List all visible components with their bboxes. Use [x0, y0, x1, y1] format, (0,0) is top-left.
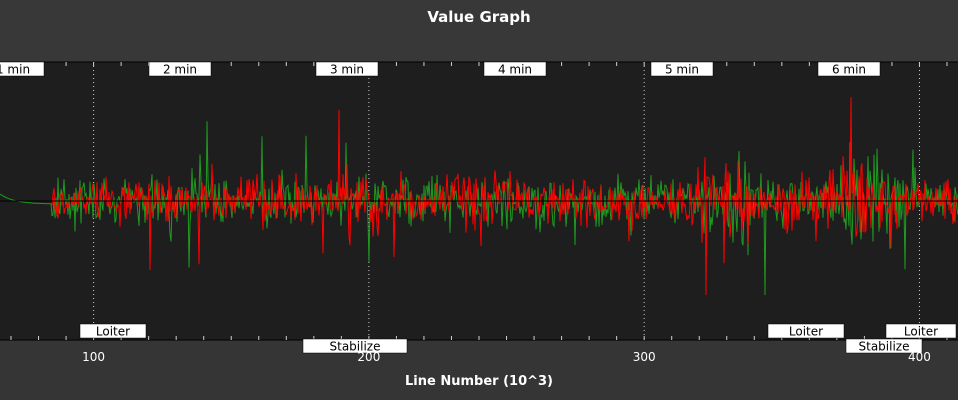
x-tick-label: 200 [357, 350, 380, 364]
chart-title: Value Graph [427, 8, 531, 26]
time-marker: 2 min [148, 61, 212, 77]
mode-marker: Stabilize [302, 338, 408, 354]
series-line [51, 97, 958, 296]
mode-marker: Loiter [767, 323, 845, 339]
mode-marker-label: Stabilize [859, 340, 910, 354]
mode-marker-box [767, 323, 845, 339]
time-marker-box [148, 61, 212, 77]
mode-marker-box [302, 338, 408, 354]
mode-marker: Loiter [885, 323, 957, 339]
time-marker: 4 min [483, 61, 547, 77]
x-tick-label: 300 [633, 350, 656, 364]
time-marker-label: 2 min [163, 63, 197, 77]
time-marker-label: 1 min [0, 63, 30, 77]
x-tick-label: 400 [908, 350, 931, 364]
time-marker-label: 6 min [832, 63, 866, 77]
time-marker-label: 3 min [330, 63, 364, 77]
time-marker-box [483, 61, 547, 77]
mode-marker-label: Loiter [96, 325, 130, 339]
time-marker: 5 min [650, 61, 714, 77]
mode-marker-box [885, 323, 957, 339]
time-marker-box [0, 61, 45, 77]
mode-marker-label: Stabilize [330, 340, 381, 354]
time-marker-box [315, 61, 379, 77]
mode-marker: Loiter [79, 323, 147, 339]
mode-marker-box [845, 338, 923, 354]
time-marker-label: 4 min [498, 63, 532, 77]
x-tick-label: 100 [82, 350, 105, 364]
mode-marker-box [79, 323, 147, 339]
time-marker: 1 min [0, 61, 45, 77]
time-marker-group: 1 min 2 min 3 min 4 min 5 min 6 min [0, 61, 881, 77]
time-marker-box [650, 61, 714, 77]
mode-marker-label: Loiter [904, 325, 938, 339]
mode-marker-label: Loiter [789, 325, 823, 339]
title-bar [0, 0, 958, 62]
time-marker: 3 min [315, 61, 379, 77]
mode-marker: Stabilize [845, 338, 923, 354]
x-axis-label: Line Number (10^3) [405, 374, 553, 389]
series-group [0, 97, 958, 296]
time-marker-label: 5 min [665, 63, 699, 77]
time-marker-box [817, 61, 881, 77]
time-marker: 6 min [817, 61, 881, 77]
x-tick-labels: 100 200 300 400 [82, 350, 931, 364]
